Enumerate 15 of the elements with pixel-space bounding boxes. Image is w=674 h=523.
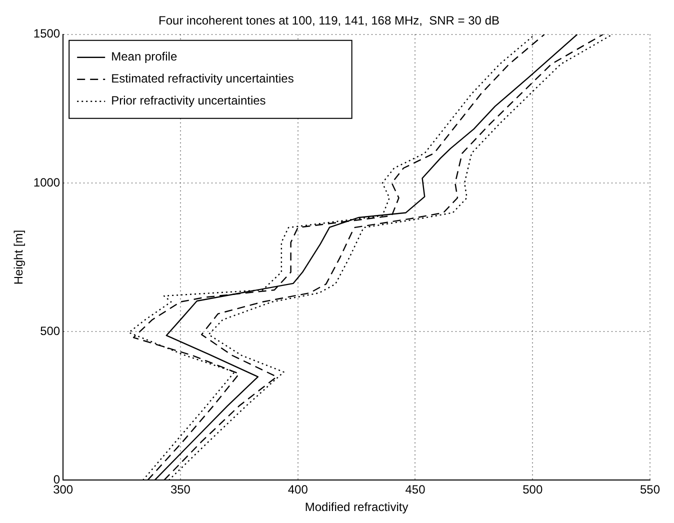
- x-tick-label: 550: [640, 482, 660, 497]
- y-tick-label: 1000: [33, 175, 60, 190]
- chart-title: Four incoherent tones at 100, 119, 141, 168 MHz, SNR = 30 dB: [158, 14, 500, 28]
- x-tick-label: 350: [170, 482, 191, 497]
- y-tick-label: 1500: [33, 26, 60, 41]
- x-tick-label: 450: [405, 482, 426, 497]
- y-axis-title: Height [m]: [12, 230, 26, 285]
- y-tick-label: 500: [40, 324, 60, 338]
- legend-label: Estimated refractivity uncertainties: [111, 72, 294, 86]
- x-tick-label: 300: [53, 482, 74, 497]
- legend-label: Prior refractivity uncertainties: [111, 94, 266, 108]
- legend-label: Mean profile: [111, 50, 178, 64]
- x-axis-title: Modified refractivity: [304, 500, 408, 514]
- x-tick-label: 500: [522, 482, 543, 497]
- x-tick-label: 400: [288, 482, 308, 497]
